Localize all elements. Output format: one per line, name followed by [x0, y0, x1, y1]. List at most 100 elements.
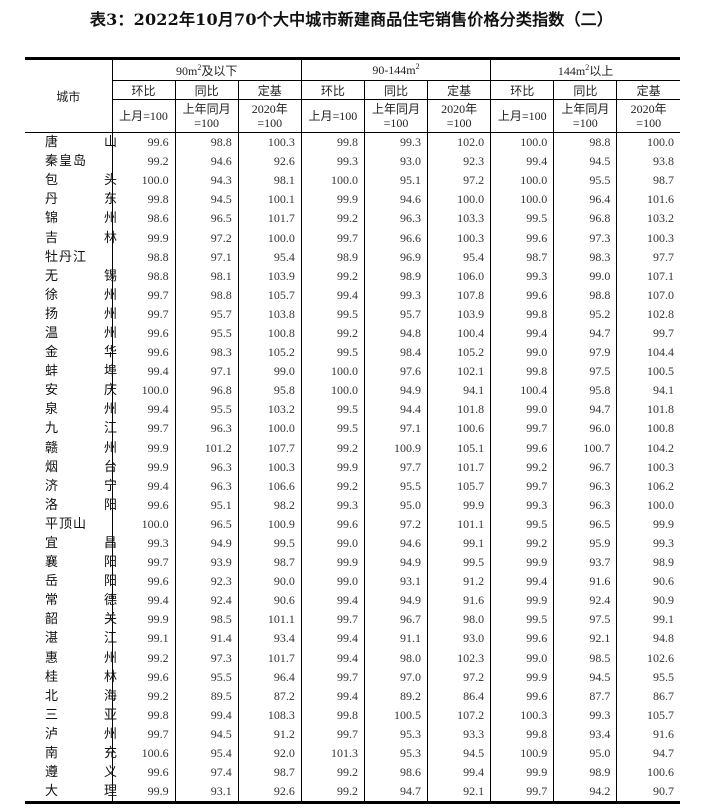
city-cell: 三亚: [25, 706, 117, 725]
value-cell-mom: 99.9: [490, 667, 554, 687]
value-cell-fixed-base: 102.0: [427, 132, 491, 153]
city-cell: 平顶山: [25, 515, 112, 534]
value-cell-yoy: 95.5: [174, 400, 239, 420]
value-cell-yoy: 98.8: [174, 132, 239, 153]
city-column-header: 城市: [25, 57, 112, 133]
value-cell-yoy: 94.6: [363, 190, 428, 210]
city-char: 林: [103, 669, 117, 685]
value-cell-fixed-base: 103.8: [237, 304, 302, 324]
value-cell-yoy: 96.3: [174, 457, 239, 477]
value-cell-yoy: 97.2: [174, 228, 239, 248]
city-char: 徐: [45, 287, 59, 303]
value-cell-yoy: 93.4: [553, 724, 617, 744]
value-cell-fixed-base: 99.1: [427, 533, 491, 554]
city-char: 州: [103, 306, 117, 322]
value-cell-yoy: 98.8: [553, 285, 617, 305]
value-cell-yoy: 98.8: [174, 285, 239, 305]
city-cell: 唐山: [25, 133, 117, 153]
city-name: 泸州: [45, 725, 117, 744]
value-cell-yoy: 101.2: [174, 438, 239, 458]
city-name: 安庆: [45, 381, 117, 400]
value-cell-yoy: 96.5: [174, 514, 239, 534]
value-cell-yoy: 95.8: [553, 381, 617, 401]
value-cell-yoy: 96.7: [553, 457, 617, 477]
value-cell-fixed-base: 100.0: [237, 228, 302, 248]
table-row: 九江 99.7 96.3 100.0 99.5 97.1 100.6 99.7 96.0 100.…: [25, 419, 680, 439]
city-cell: 惠州: [25, 649, 117, 668]
value-cell-mom: 99.6: [111, 495, 176, 515]
city-cell: 金华: [25, 343, 117, 362]
value-cell-mom: 100.4: [490, 381, 554, 401]
value-cell-yoy: 94.9: [174, 533, 239, 554]
value-cell-yoy: 97.6: [363, 362, 428, 382]
value-cell-fixed-base: 105.2: [237, 343, 302, 363]
value-cell-mom: 99.8: [111, 705, 176, 725]
value-cell-mom: 98.6: [111, 209, 176, 229]
value-cell-yoy: 94.9: [363, 553, 428, 573]
city-name: 平顶山: [45, 516, 88, 532]
city-cell: 牡丹江: [25, 248, 112, 267]
city-char: 庆: [103, 383, 117, 399]
value-cell-mom: 100.3: [490, 705, 554, 725]
city-char: 赣: [45, 440, 59, 456]
city-name: 牡丹江: [45, 249, 88, 265]
city-name: 烟台: [45, 458, 117, 477]
value-cell-mom: 99.7: [300, 610, 365, 630]
city-name: 岳阳: [45, 572, 117, 591]
value-cell-mom: 99.9: [490, 591, 554, 611]
value-cell-fixed-base: 90.0: [237, 572, 302, 592]
value-cell-fixed-base: 99.4: [427, 763, 491, 783]
base-header-mom: 上月=100: [300, 99, 365, 133]
city-cell: 洛阳: [25, 496, 117, 515]
city-char: 宜: [45, 536, 59, 552]
city-cell: 湛江: [25, 629, 117, 648]
value-cell-yoy: 95.5: [553, 171, 617, 191]
city-cell: 包头: [25, 171, 117, 190]
value-cell-fixed-base: 93.4: [237, 629, 302, 649]
value-cell-yoy: 94.6: [174, 152, 239, 172]
table-row: 大理 99.9 93.1 92.6 99.2 94.7 92.1 99.7 94.2 90.7: [25, 782, 680, 805]
value-cell-mom: 99.5: [300, 400, 365, 420]
city-char: 吉: [45, 230, 59, 246]
city-char: 湛: [45, 631, 59, 647]
base-header-yoy: 上年同月 =100: [363, 99, 428, 133]
city-name: 赣州: [45, 439, 117, 458]
value-cell-fixed-base: 99.0: [237, 362, 302, 382]
value-cell-fixed-base: 91.2: [427, 572, 491, 592]
value-cell-mom: 99.5: [300, 419, 365, 439]
value-cell-mom: 99.4: [490, 572, 554, 592]
table-row: 襄阳 99.7 93.9 98.7 99.9 94.9 99.5 99.9 93.7 98.9: [25, 553, 680, 573]
city-cell: 蚌埠: [25, 362, 117, 381]
value-cell-fixed-base: 100.4: [427, 323, 491, 344]
value-cell-mom: 99.9: [490, 763, 554, 783]
value-cell-fixed-base: 105.7: [616, 705, 680, 725]
city-cell: 丹东: [25, 190, 117, 209]
value-cell-yoy: 98.3: [553, 247, 617, 267]
city-char: 遵: [45, 765, 59, 781]
value-cell-fixed-base: 107.0: [616, 285, 680, 305]
city-name: 锦州: [45, 209, 117, 228]
value-cell-mom: 99.2: [300, 782, 365, 805]
value-cell-yoy: 95.7: [174, 304, 239, 324]
city-cell: 扬州: [25, 305, 117, 324]
value-cell-fixed-base: 107.8: [427, 285, 491, 305]
city-cell: 韶关: [25, 610, 117, 629]
value-cell-fixed-base: 100.0: [616, 495, 680, 515]
value-cell-mom: 99.8: [300, 132, 365, 153]
value-cell-mom: 99.7: [300, 724, 365, 744]
value-cell-mom: 99.7: [111, 553, 176, 573]
value-cell-yoy: 97.4: [174, 763, 239, 783]
group-header-small: 90m2及以下: [111, 57, 302, 81]
value-cell-fixed-base: 101.7: [427, 457, 491, 477]
city-name: 三亚: [45, 706, 117, 725]
city-cell: 宜昌: [25, 534, 117, 553]
value-cell-mom: 99.6: [490, 438, 554, 458]
city-name: 遵义: [45, 763, 117, 782]
value-cell-yoy: 95.9: [553, 533, 617, 554]
city-name: 南充: [45, 744, 117, 763]
city-char: 北: [45, 688, 59, 704]
city-cell: 襄阳: [25, 553, 117, 572]
value-cell-yoy: 95.5: [174, 667, 239, 687]
city-name: 丹东: [45, 190, 117, 209]
value-cell-fixed-base: 87.2: [237, 686, 302, 706]
